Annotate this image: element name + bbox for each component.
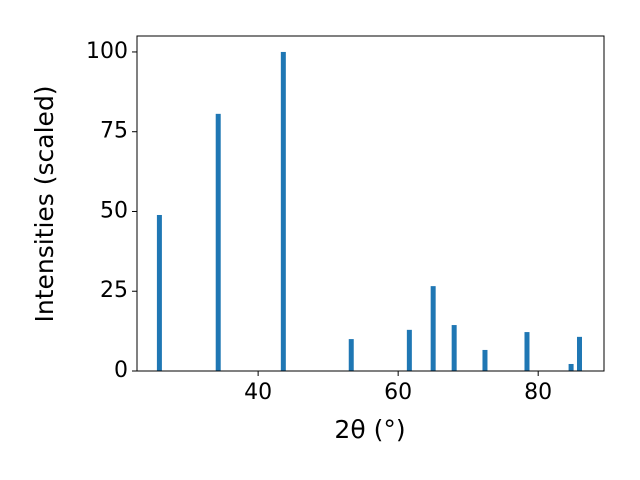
bar [406,329,412,371]
bar [576,336,582,371]
x-tick-label: 60 [384,380,412,405]
y-tick-label: 25 [100,278,128,303]
bar [280,51,286,371]
x-tick-label: 40 [244,380,272,405]
bar [156,214,162,371]
y-tick-label: 50 [100,198,128,223]
bar [348,339,354,371]
bar [568,363,574,371]
y-tick-label: 75 [100,119,128,144]
x-axis-label: 2θ (°) [334,415,405,444]
bar [430,286,436,371]
y-axis-label: Intensities (scaled) [30,85,59,322]
bar [451,325,457,371]
bar [482,349,488,371]
y-tick-label: 0 [114,358,128,383]
y-tick-label: 100 [86,39,128,64]
bar [215,113,221,371]
plot-frame [136,35,605,372]
x-tick-label: 80 [524,380,552,405]
bar [524,332,530,371]
